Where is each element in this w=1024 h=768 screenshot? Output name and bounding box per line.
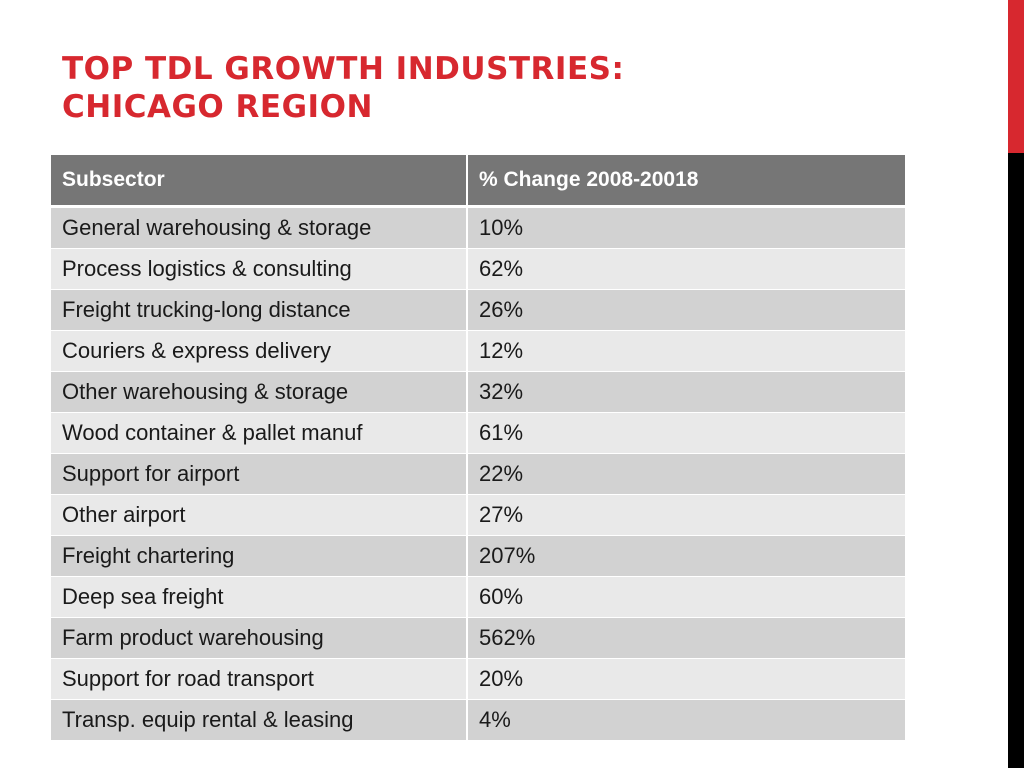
table-row: Couriers & express delivery 12% <box>51 331 905 372</box>
table-row: Other warehousing & storage 32% <box>51 372 905 413</box>
percent-change-cell: 562% <box>468 618 905 659</box>
table-row: Wood container & pallet manuf 61% <box>51 413 905 454</box>
subsector-cell: Transp. equip rental & leasing <box>51 700 468 741</box>
accent-bar-red <box>1008 0 1024 153</box>
percent-change-cell: 27% <box>468 495 905 536</box>
subsector-cell: Other airport <box>51 495 468 536</box>
slide-title-line-1: Top TDL Growth Industries: <box>62 51 625 87</box>
percent-change-cell: 12% <box>468 331 905 372</box>
subsector-cell: Farm product warehousing <box>51 618 468 659</box>
table-row: General warehousing & storage 10% <box>51 208 905 249</box>
subsector-cell: Freight chartering <box>51 536 468 577</box>
subsector-cell: General warehousing & storage <box>51 208 468 249</box>
table-row: Freight chartering 207% <box>51 536 905 577</box>
accent-bar-black <box>1008 153 1024 768</box>
percent-change-cell: 20% <box>468 659 905 700</box>
table-row: Farm product warehousing 562% <box>51 618 905 659</box>
table-row: Freight trucking-long distance 26% <box>51 290 905 331</box>
subsector-cell: Support for airport <box>51 454 468 495</box>
percent-change-cell: 62% <box>468 249 905 290</box>
table-header-row: Subsector % Change 2008-20018 <box>51 155 905 208</box>
table-row: Process logistics & consulting 62% <box>51 249 905 290</box>
table-row: Deep sea freight 60% <box>51 577 905 618</box>
table-row: Other airport 27% <box>51 495 905 536</box>
table-row: Transp. equip rental & leasing 4% <box>51 700 905 741</box>
percent-change-cell: 26% <box>468 290 905 331</box>
percent-change-cell: 22% <box>468 454 905 495</box>
column-header-percent-change: % Change 2008-20018 <box>468 155 905 208</box>
subsector-cell: Support for road transport <box>51 659 468 700</box>
subsector-cell: Deep sea freight <box>51 577 468 618</box>
percent-change-cell: 207% <box>468 536 905 577</box>
slide-title: Top TDL Growth Industries: Chicago Regio… <box>62 50 962 126</box>
growth-industries-table: Subsector % Change 2008-20018 General wa… <box>51 155 905 741</box>
percent-change-cell: 61% <box>468 413 905 454</box>
subsector-cell: Process logistics & consulting <box>51 249 468 290</box>
percent-change-cell: 60% <box>468 577 905 618</box>
subsector-cell: Freight trucking-long distance <box>51 290 468 331</box>
percent-change-cell: 4% <box>468 700 905 741</box>
subsector-cell: Other warehousing & storage <box>51 372 468 413</box>
subsector-cell: Couriers & express delivery <box>51 331 468 372</box>
column-header-subsector: Subsector <box>51 155 468 208</box>
percent-change-cell: 32% <box>468 372 905 413</box>
slide-title-line-2: Chicago Region <box>62 89 373 125</box>
table-row: Support for airport 22% <box>51 454 905 495</box>
percent-change-cell: 10% <box>468 208 905 249</box>
subsector-cell: Wood container & pallet manuf <box>51 413 468 454</box>
table-row: Support for road transport 20% <box>51 659 905 700</box>
